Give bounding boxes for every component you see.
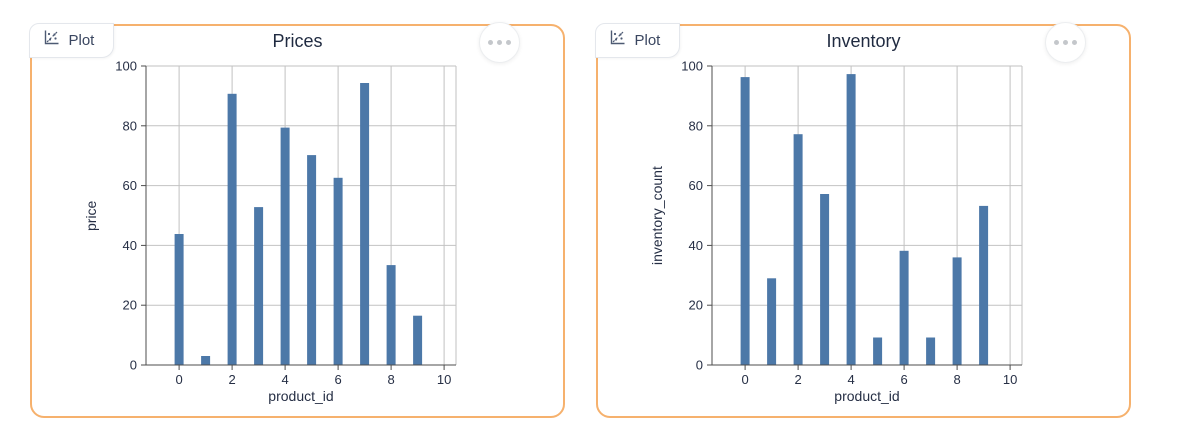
bar-chart: 0 2 4 6 8 10 0 20 40 60 80 100	[598, 26, 1129, 416]
svg-text:80: 80	[689, 118, 703, 133]
y-axis-title: price	[83, 200, 99, 231]
svg-text:20: 20	[123, 298, 137, 313]
x-axis-title: product_id	[268, 388, 334, 404]
svg-text:10: 10	[1003, 372, 1017, 387]
more-options-button[interactable]	[1045, 22, 1086, 63]
more-options-button[interactable]	[479, 22, 520, 63]
x-axis-title: product_id	[834, 388, 900, 404]
svg-text:10: 10	[437, 372, 451, 387]
svg-text:100: 100	[681, 59, 703, 74]
svg-text:8: 8	[953, 372, 960, 387]
svg-text:40: 40	[689, 238, 703, 253]
plot-tab-label: Plot	[68, 31, 95, 49]
scatter-chart-icon	[609, 29, 626, 51]
svg-text:6: 6	[900, 372, 907, 387]
chart-title: Prices	[272, 31, 323, 51]
plot-tab-label: Plot	[634, 31, 661, 49]
svg-text:4: 4	[847, 372, 854, 387]
svg-text:40: 40	[123, 238, 137, 253]
y-axis-title: inventory_count	[649, 166, 665, 265]
svg-text:80: 80	[123, 118, 137, 133]
svg-text:0: 0	[741, 372, 748, 387]
svg-text:0: 0	[175, 372, 182, 387]
bar-chart: 0 2 4 6 8 10 0 20 40 60 80 100	[32, 26, 563, 416]
svg-text:4: 4	[281, 372, 288, 387]
svg-text:0: 0	[696, 358, 703, 373]
plot-tab[interactable]: Plot	[594, 22, 680, 58]
svg-text:6: 6	[334, 372, 341, 387]
plot-tab[interactable]: Plot	[28, 22, 114, 58]
svg-text:2: 2	[228, 372, 235, 387]
scatter-chart-icon	[43, 29, 60, 51]
plot-card-inventory: Plot Inventory 0 2 4 6 8 10 0 20 40 60 80 100 inven…	[594, 22, 1131, 418]
svg-text:8: 8	[387, 372, 394, 387]
plot-card-prices: Plot Prices 0 2 4 6 8 10 0 20 40 60 80 100 price pr…	[28, 22, 565, 418]
svg-text:60: 60	[689, 178, 703, 193]
svg-text:2: 2	[794, 372, 801, 387]
svg-text:100: 100	[115, 59, 137, 74]
svg-text:0: 0	[130, 358, 137, 373]
svg-text:20: 20	[689, 298, 703, 313]
chart-title: Inventory	[826, 31, 901, 51]
svg-text:60: 60	[123, 178, 137, 193]
